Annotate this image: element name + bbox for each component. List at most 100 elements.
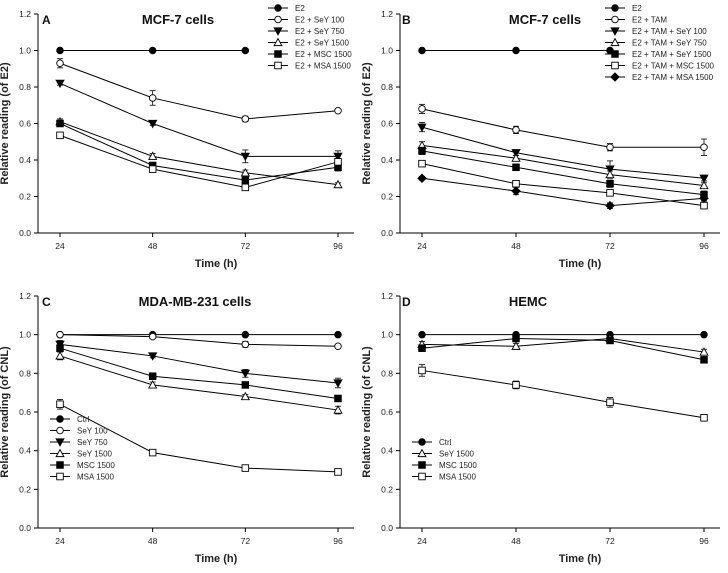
data-point <box>418 105 426 113</box>
legend-entry: E2 + MSC 1500 <box>295 50 352 59</box>
y-tick-label: 1.0 <box>19 330 31 340</box>
legend-marker <box>611 15 619 24</box>
data-point <box>148 448 157 457</box>
y-tick-label: 0.6 <box>19 119 31 129</box>
legend-entry: E2 <box>295 4 305 13</box>
legend-marker <box>610 37 620 47</box>
legend-entry: E2 + SeY 750 <box>295 27 345 36</box>
series-msc-1500 <box>418 334 708 364</box>
data-point <box>512 126 520 134</box>
series-line <box>59 355 339 411</box>
legend-marker <box>418 472 426 481</box>
data-point <box>418 344 426 352</box>
y-tick-label: 0.6 <box>381 119 393 129</box>
legend-entry: SeY 100 <box>77 427 108 436</box>
x-tick-label: 24 <box>55 241 65 251</box>
data-point <box>606 143 614 151</box>
x-tick-label: 96 <box>699 241 709 251</box>
data-point <box>240 152 250 162</box>
y-tick-label: 0.8 <box>19 368 31 378</box>
x-axis-title: Time (h) <box>195 258 238 270</box>
data-point <box>512 179 520 188</box>
panel-title: MCF-7 cells <box>509 12 581 27</box>
series-line <box>421 144 705 187</box>
data-point <box>241 183 250 192</box>
legend-entry: E2 + TAM + SeY 100 <box>632 27 707 36</box>
data-point <box>418 46 426 55</box>
legend-entry: SeY 1500 <box>77 450 113 459</box>
data-point <box>605 200 615 211</box>
data-point <box>512 381 520 389</box>
legend-marker <box>274 50 282 58</box>
panel-letter: D <box>402 295 411 309</box>
series-e2-tam-msa-1500 <box>417 173 709 211</box>
data-point <box>56 119 64 128</box>
legend-entry: MSC 1500 <box>77 461 115 470</box>
legend-entry: MSC 1500 <box>439 461 477 470</box>
panel-b: 0.0 0.2 0.4 0.6 0.8 1.0 1.2 24 48 72 96 Time (h) Rel… <box>361 4 720 270</box>
data-point <box>606 189 614 197</box>
series-msa-1500 <box>418 364 708 422</box>
data-point <box>240 167 250 177</box>
x-tick-label: 72 <box>241 536 251 546</box>
series-e2-sey-100 <box>56 58 342 123</box>
series-line <box>59 121 339 186</box>
series-ctrl <box>56 330 342 339</box>
data-point <box>418 147 426 155</box>
x-axis-title: Time (h) <box>559 553 602 565</box>
series-line <box>59 334 339 347</box>
legend-marker <box>418 461 426 469</box>
legend-marker <box>418 438 426 446</box>
series-line <box>421 177 705 207</box>
panel-c: 0.0 0.2 0.4 0.6 0.8 1.0 1.2 24 48 72 96 Time (h) Rel… <box>0 291 354 565</box>
data-point <box>699 347 709 356</box>
y-axis-title: Relative reading (of CNL) <box>0 346 11 478</box>
data-point <box>511 149 521 158</box>
x-tick-label: 24 <box>417 536 427 546</box>
series-e2-tam <box>418 103 708 156</box>
series-line <box>421 108 704 148</box>
y-tick-label: 1.0 <box>19 46 31 56</box>
data-point <box>56 46 64 55</box>
y-tick-label: 0.4 <box>19 446 31 456</box>
y-tick-label: 0.0 <box>19 523 31 533</box>
y-tick-label: 0.6 <box>19 407 31 417</box>
legend-marker <box>610 72 620 82</box>
panel-letter: A <box>42 13 51 27</box>
series-e2-sey-750 <box>55 79 343 164</box>
data-point <box>512 46 520 55</box>
data-point <box>148 119 158 129</box>
x-tick-label: 48 <box>148 241 158 251</box>
y-tick-label: 0.8 <box>381 82 393 92</box>
series-line <box>421 338 705 361</box>
data-point <box>334 158 342 166</box>
series-msc-1500 <box>56 344 342 403</box>
series-e2-tam-sey-750 <box>417 140 709 190</box>
legend-entry: E2 + TAM + SeY 750 <box>632 39 707 48</box>
legend-entry: MSA 1500 <box>77 473 114 482</box>
y-axis-title: Relative reading (of E2) <box>0 62 11 185</box>
x-tick-label: 48 <box>511 241 521 251</box>
legend-marker <box>274 4 282 12</box>
data-point <box>56 400 64 409</box>
data-point <box>417 123 427 132</box>
data-point <box>605 169 615 179</box>
y-tick-label: 1.0 <box>381 46 393 56</box>
series-e2-tam-sey-100 <box>417 122 709 184</box>
series-line <box>59 62 339 120</box>
data-point <box>148 94 157 102</box>
y-tick-label: 0.6 <box>381 407 393 417</box>
series-line <box>59 347 339 399</box>
series-e2-msc-1500 <box>56 119 342 185</box>
panel-letter: B <box>402 13 411 27</box>
series-line <box>59 343 339 384</box>
y-tick-label: 1.2 <box>381 291 393 301</box>
data-point <box>241 464 250 472</box>
y-tick-label: 0.2 <box>19 192 31 202</box>
series-line <box>59 134 339 188</box>
data-point <box>417 173 427 183</box>
legend-entry: Ctrl <box>439 438 452 447</box>
x-tick-label: 72 <box>605 241 615 251</box>
data-point <box>333 152 343 162</box>
panel-title: HEMC <box>509 294 548 309</box>
